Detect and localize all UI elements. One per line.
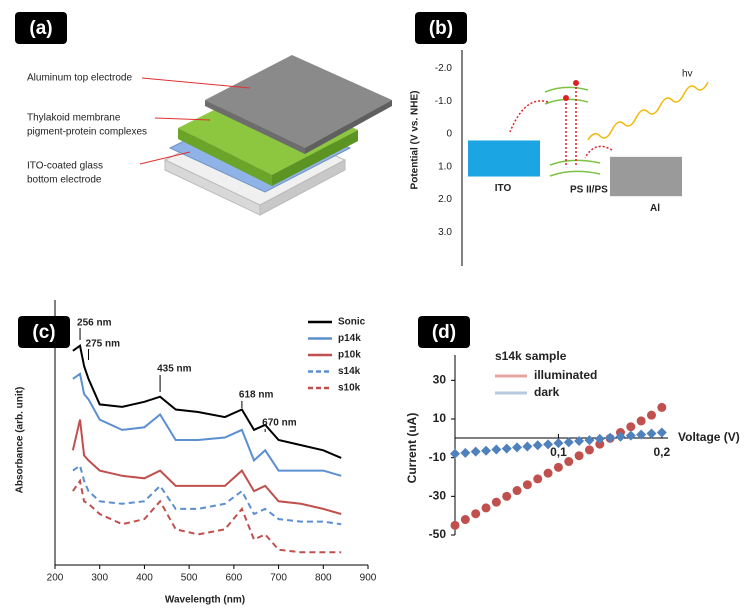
x-tick-label: 500 xyxy=(181,573,198,584)
y-tick-label: -30 xyxy=(429,489,447,503)
annotation: 256 nm xyxy=(77,318,112,329)
label: Thylakoid membrane xyxy=(27,113,121,124)
point xyxy=(646,429,656,439)
annotation: 275 nm xyxy=(86,339,121,350)
legend-label: s10k xyxy=(338,383,361,394)
x-tick-label: 900 xyxy=(360,573,377,584)
annotation: 618 nm xyxy=(239,390,274,401)
point xyxy=(533,474,542,483)
y-tick-label: -10 xyxy=(429,450,447,464)
label: bottom electrode xyxy=(27,175,102,186)
page: (a) Aluminum top electrode Thylakoid mem… xyxy=(0,0,754,607)
legend-label: p10k xyxy=(338,350,361,361)
photon xyxy=(588,82,708,140)
figure: (a) Aluminum top electrode Thylakoid mem… xyxy=(0,0,754,607)
y-tick-label: -2.0 xyxy=(435,63,453,74)
point xyxy=(502,444,512,454)
point xyxy=(657,403,666,412)
y-tick-label: -50 xyxy=(429,527,447,541)
point xyxy=(637,416,646,425)
level-label: Al xyxy=(650,203,660,214)
y-tick-label: -1.0 xyxy=(435,96,453,107)
point xyxy=(471,509,480,518)
point xyxy=(585,445,594,454)
axis-label: Current (uA) xyxy=(405,413,419,484)
panel-label: (c) xyxy=(32,322,55,343)
photon-label: hv xyxy=(682,69,693,80)
point xyxy=(626,431,636,441)
ps-levels xyxy=(545,87,600,176)
annotation: 435 nm xyxy=(157,364,192,375)
x-tick-label: 800 xyxy=(315,573,332,584)
point xyxy=(533,440,543,450)
electrons xyxy=(563,80,579,101)
point xyxy=(554,463,563,472)
point xyxy=(513,486,522,495)
panel-label: (d) xyxy=(432,322,456,343)
axis-label: Voltage (V) xyxy=(678,430,740,444)
ps-label: PS II/PS I xyxy=(570,185,614,196)
y-tick-label: 2.0 xyxy=(438,194,452,205)
panel-label: (b) xyxy=(429,18,453,39)
point xyxy=(512,442,522,452)
point xyxy=(523,480,532,489)
panel-label: (a) xyxy=(29,18,52,39)
energy-level xyxy=(468,140,540,176)
point xyxy=(460,448,470,458)
point xyxy=(471,447,481,457)
y-tick-label: 30 xyxy=(433,373,447,387)
point xyxy=(491,445,501,455)
point xyxy=(626,422,635,431)
point xyxy=(451,521,460,530)
legend-label: Sonic xyxy=(338,317,366,328)
point xyxy=(544,469,553,478)
y-tick-label: 3.0 xyxy=(438,227,452,238)
point xyxy=(575,451,584,460)
series-line xyxy=(73,420,341,514)
x-tick-label: 300 xyxy=(91,573,108,584)
label: ITO-coated glass xyxy=(27,161,103,172)
energy-level xyxy=(610,157,682,196)
point xyxy=(502,492,511,501)
point xyxy=(564,457,573,466)
x-tick-label: 600 xyxy=(226,573,243,584)
x-tick-label: 700 xyxy=(270,573,287,584)
point xyxy=(605,433,615,443)
series-line xyxy=(73,481,341,552)
x-tick-label: 200 xyxy=(47,573,64,584)
legend-label: s14k xyxy=(338,366,361,377)
point xyxy=(481,446,491,456)
legend-label: p14k xyxy=(338,333,361,344)
y-tick-label: 10 xyxy=(433,411,447,425)
point xyxy=(657,428,667,438)
axis-label: Potential (V vs. NHE) xyxy=(410,91,421,190)
point xyxy=(647,411,656,420)
point xyxy=(522,441,532,451)
level-label: ITO xyxy=(495,183,512,194)
y-tick-label: 1.0 xyxy=(438,161,452,172)
legend-title: s14k sample xyxy=(495,349,567,363)
label: pigment-protein complexes xyxy=(27,127,147,138)
x-tick-label: 0,2 xyxy=(653,445,670,459)
series-line xyxy=(73,346,341,458)
axis-label: Absorbance (arb. unit) xyxy=(15,387,26,494)
axis-label: Wavelength (nm) xyxy=(165,595,245,606)
legend-label: illuminated xyxy=(534,368,597,382)
point xyxy=(461,515,470,524)
x-tick-label: 400 xyxy=(136,573,153,584)
y-tick-label: 0 xyxy=(446,129,452,140)
point xyxy=(492,498,501,507)
legend-label: dark xyxy=(534,385,560,399)
point xyxy=(584,435,594,445)
series-line xyxy=(73,374,341,476)
label: Aluminum top electrode xyxy=(27,73,132,84)
point xyxy=(482,503,491,512)
device-stack xyxy=(165,55,392,215)
annotation: 670 nm xyxy=(262,418,297,429)
